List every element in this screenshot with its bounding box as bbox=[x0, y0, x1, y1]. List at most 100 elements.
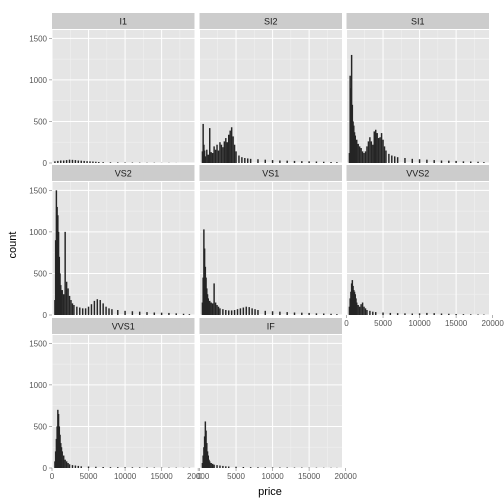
facet-panel-si1: SI1 bbox=[346, 13, 489, 164]
histogram-bar bbox=[364, 308, 367, 315]
panel-background bbox=[199, 30, 342, 163]
histogram-bar bbox=[375, 312, 377, 315]
histogram-bar bbox=[214, 302, 217, 315]
histogram-bar bbox=[61, 451, 63, 468]
histogram-bar bbox=[448, 160, 450, 163]
histogram-bar bbox=[160, 312, 163, 315]
histogram-bar bbox=[379, 137, 381, 163]
histogram-bar bbox=[207, 154, 209, 163]
x-tick-label: 10000 bbox=[408, 319, 431, 328]
histogram-bar bbox=[385, 150, 387, 163]
x-tick-label: 20000 bbox=[335, 472, 358, 481]
histogram-bar bbox=[79, 307, 81, 315]
histogram-bar bbox=[210, 152, 212, 163]
facet-label: I1 bbox=[119, 17, 127, 27]
histogram-bar bbox=[323, 313, 325, 315]
x-tick-label: 0 bbox=[197, 472, 202, 481]
histogram-bar bbox=[95, 466, 97, 468]
histogram-bar bbox=[426, 312, 428, 315]
histogram-bar bbox=[271, 160, 274, 163]
y-tick-label: 1000 bbox=[29, 76, 47, 85]
histogram-bar bbox=[235, 151, 237, 163]
histogram-bar bbox=[235, 466, 237, 468]
panel-background bbox=[199, 335, 342, 468]
histogram-bar bbox=[293, 160, 296, 163]
histogram-bar bbox=[76, 306, 78, 315]
facet-strip bbox=[52, 318, 195, 334]
x-tick-label: 15000 bbox=[298, 472, 321, 481]
histogram-bar bbox=[366, 310, 368, 315]
histogram-bar bbox=[211, 303, 214, 315]
histogram-bar bbox=[204, 156, 207, 163]
histogram-bar bbox=[209, 461, 211, 468]
histogram-bar bbox=[222, 465, 224, 468]
histogram-bar bbox=[108, 308, 110, 315]
histogram-bar bbox=[241, 157, 243, 163]
histogram-bar bbox=[440, 160, 443, 163]
histogram-bar bbox=[217, 306, 220, 315]
histogram-bar bbox=[64, 459, 66, 468]
panel-background bbox=[346, 182, 489, 315]
histogram-bar bbox=[201, 302, 204, 315]
histogram-bar bbox=[65, 160, 68, 163]
histogram-bar bbox=[105, 306, 107, 315]
histogram-bar bbox=[367, 141, 370, 163]
histogram-bar bbox=[228, 466, 230, 468]
facet-strip bbox=[199, 318, 342, 334]
histogram-bar bbox=[209, 128, 211, 163]
histogram-bar bbox=[206, 294, 209, 315]
histogram-bar bbox=[377, 138, 380, 163]
histogram-bar bbox=[323, 161, 325, 163]
histogram-bar bbox=[71, 303, 74, 315]
histogram-bar bbox=[77, 465, 80, 468]
histogram-bar bbox=[84, 308, 87, 315]
histogram-bar bbox=[233, 310, 236, 315]
histogram-bar bbox=[369, 310, 371, 315]
histogram-bar bbox=[404, 158, 406, 163]
histogram-bar bbox=[225, 466, 227, 468]
histogram-bar bbox=[74, 465, 77, 468]
histogram-bar bbox=[360, 304, 362, 315]
histogram-bar bbox=[418, 159, 421, 163]
histogram-bar bbox=[81, 308, 84, 315]
histogram-bar bbox=[70, 300, 72, 315]
histogram-bar bbox=[358, 146, 361, 163]
histogram-bar bbox=[207, 298, 209, 315]
histogram-bar bbox=[168, 312, 170, 315]
histogram-bar bbox=[202, 123, 204, 163]
histogram-bar bbox=[470, 314, 472, 315]
y-tick-label: 500 bbox=[34, 422, 48, 431]
histogram-bar bbox=[375, 129, 377, 163]
histogram-bar bbox=[372, 311, 374, 315]
x-tick-label: 5000 bbox=[374, 319, 392, 328]
histogram-bar bbox=[483, 162, 485, 163]
histogram-bar bbox=[389, 312, 392, 315]
histogram-bar bbox=[219, 465, 221, 468]
histogram-bar bbox=[354, 135, 356, 163]
histogram-bar bbox=[211, 463, 214, 468]
histogram-bar bbox=[477, 161, 479, 163]
histogram-bar bbox=[83, 160, 85, 163]
x-tick-label: 20000 bbox=[187, 472, 210, 481]
histogram-bar bbox=[244, 158, 246, 163]
x-tick-label: 10000 bbox=[261, 472, 284, 481]
histogram-bar bbox=[67, 288, 69, 315]
histogram-bar bbox=[109, 467, 112, 468]
histogram-bar bbox=[96, 299, 99, 315]
histogram-bar bbox=[90, 304, 93, 315]
histogram-bar bbox=[80, 466, 82, 468]
histogram-bar bbox=[236, 309, 239, 315]
histogram-bar bbox=[440, 313, 443, 315]
histogram-bar bbox=[182, 313, 185, 315]
histogram-bar bbox=[470, 161, 472, 163]
histogram-bar bbox=[366, 146, 368, 163]
histogram-bar bbox=[216, 144, 218, 163]
histogram-bar bbox=[57, 160, 59, 163]
y-tick-label: 1500 bbox=[29, 186, 47, 195]
histogram-bar bbox=[92, 161, 94, 163]
histogram-bar bbox=[279, 160, 281, 163]
histogram-bar bbox=[213, 464, 215, 468]
histogram-bar bbox=[86, 161, 88, 163]
